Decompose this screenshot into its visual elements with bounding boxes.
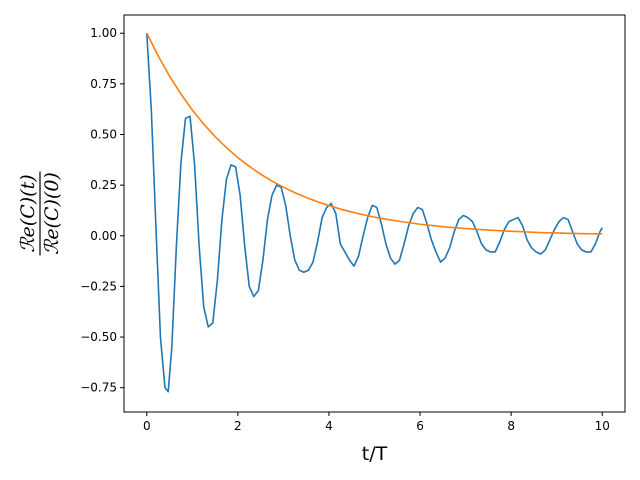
- y-tick-label: 0.00: [90, 229, 117, 243]
- x-tick-label: 8: [507, 419, 515, 433]
- x-tick-label: 6: [416, 419, 424, 433]
- series-layer: [145, 32, 603, 393]
- plot-frame: [123, 14, 626, 413]
- y-axis-label: ℛe(C)(t) ℛe(C)(0): [17, 171, 63, 256]
- y-tick-label: 0.25: [90, 178, 117, 192]
- y-axis-ticks: 1.00 0.75 0.50 0.25 0.00 −0.25 −0.50 −0.75: [80, 26, 124, 395]
- x-axis-ticks: 0 2 4 6 8 10: [143, 412, 610, 433]
- y-tick-label: 1.00: [90, 26, 117, 40]
- x-tick-label: 4: [325, 419, 333, 433]
- x-tick-label: 10: [595, 419, 610, 433]
- series-line-2: [146, 32, 603, 235]
- plot-area: [124, 15, 625, 412]
- y-tick-label: −0.50: [80, 330, 117, 344]
- y-tick-label: 0.50: [90, 128, 117, 142]
- y-axis-label-numerator: ℛe(C)(t): [17, 174, 39, 252]
- y-tick-label: −0.75: [80, 381, 117, 395]
- x-tick-label: 2: [234, 419, 242, 433]
- x-axis-label: t/T: [362, 443, 388, 465]
- y-tick-label: 0.75: [90, 77, 117, 91]
- y-tick-label: −0.25: [80, 279, 117, 293]
- x-tick-label: 0: [143, 419, 151, 433]
- series-line-1: [145, 33, 603, 393]
- y-axis-label-denominator: ℛe(C)(0): [41, 172, 63, 255]
